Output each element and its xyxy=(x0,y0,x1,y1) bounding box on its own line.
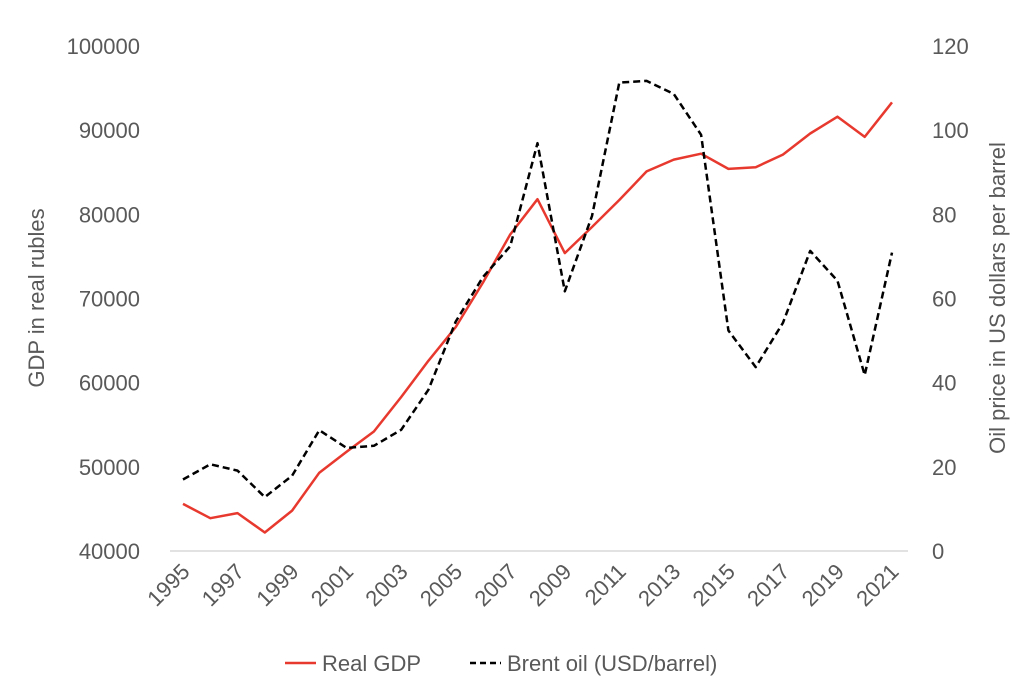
left-axis-title: GDP in real rubles xyxy=(24,208,49,387)
x-tick-label: 2009 xyxy=(524,559,576,611)
left-axis-ticks: 40000 50000 60000 70000 80000 90000 100000 xyxy=(67,34,140,564)
left-tick-label: 60000 xyxy=(79,371,140,396)
x-tick-label: 2013 xyxy=(633,559,685,611)
legend: Real GDP Brent oil (USD/barrel) xyxy=(285,651,717,676)
left-tick-label: 70000 xyxy=(79,287,140,312)
right-tick-label: 40 xyxy=(932,371,956,396)
series-layer xyxy=(182,79,894,534)
x-tick-label: 2003 xyxy=(360,559,412,611)
right-tick-label: 120 xyxy=(932,34,969,59)
x-tick-label: 2021 xyxy=(851,559,903,611)
x-axis-ticks: 1995 1997 1999 2001 2003 2005 2007 2009 2011 2013… xyxy=(142,559,903,611)
series-line-brent-oil xyxy=(182,79,894,499)
x-tick-label: 2017 xyxy=(742,559,794,611)
right-tick-label: 0 xyxy=(932,539,944,564)
right-tick-label: 80 xyxy=(932,202,956,227)
right-axis-title: Oil price in US dollars per barrel xyxy=(985,142,1010,454)
x-tick-label: 2011 xyxy=(580,559,631,610)
x-tick-label: 1997 xyxy=(197,559,249,611)
x-tick-label: 2019 xyxy=(797,559,849,611)
x-tick-label: 2001 xyxy=(306,559,358,611)
left-tick-label: 50000 xyxy=(79,455,140,480)
x-tick-label: 2005 xyxy=(415,559,467,611)
left-tick-label: 40000 xyxy=(79,539,140,564)
x-tick-label: 1999 xyxy=(251,559,303,611)
legend-label-real-gdp: Real GDP xyxy=(322,651,421,676)
right-tick-label: 20 xyxy=(932,455,956,480)
x-tick-label: 1995 xyxy=(142,559,194,611)
right-tick-label: 60 xyxy=(932,287,956,312)
right-axis-ticks: 0 20 40 60 80 100 120 xyxy=(932,34,969,564)
series-line-real-gdp xyxy=(182,101,893,534)
left-tick-label: 80000 xyxy=(79,202,140,227)
left-tick-label: 100000 xyxy=(67,34,140,59)
x-tick-label: 2007 xyxy=(469,559,521,611)
legend-label-brent-oil: Brent oil (USD/barrel) xyxy=(507,651,717,676)
right-tick-label: 100 xyxy=(932,118,969,143)
x-tick-label: 2015 xyxy=(688,559,740,611)
left-tick-label: 90000 xyxy=(79,118,140,143)
